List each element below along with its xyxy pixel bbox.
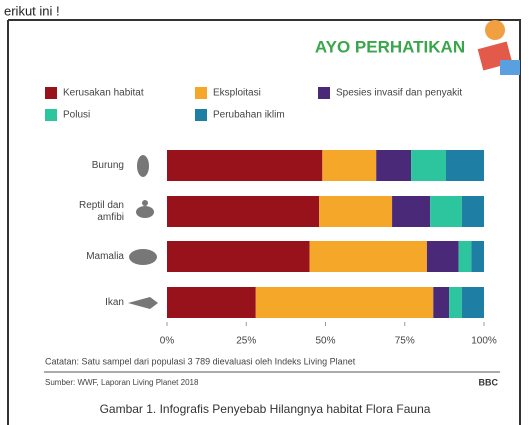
legend-label: Spesies invasif dan penyakit [336, 88, 462, 99]
bar-segment [411, 150, 446, 181]
bar-segment [319, 196, 393, 227]
source: Sumber: WWF, Laporan Living Planet 2018 [45, 378, 199, 387]
legend-label: Eksploitasi [213, 88, 261, 99]
bar-segment [309, 241, 427, 272]
bar-segment [392, 196, 431, 227]
bar-segment [458, 241, 472, 272]
bar-segment [471, 241, 484, 272]
category-label: Burung [91, 159, 124, 171]
animal-icons [128, 155, 158, 309]
legend-swatch [318, 87, 330, 99]
bar-segment [461, 196, 484, 227]
decoration [477, 20, 520, 75]
category-label: Reptil dan amfibi [78, 199, 124, 223]
category-label: Mamalia [86, 250, 124, 262]
legend-swatch [195, 87, 207, 99]
bar-segment [430, 196, 462, 227]
legend-label: Perubahan iklim [213, 110, 285, 121]
bar-segment [376, 150, 412, 181]
bar-segment [322, 150, 377, 181]
category-label: Ikan [105, 296, 124, 308]
legend-swatch [45, 109, 57, 121]
x-tick-label: 0% [160, 336, 175, 347]
bar-segment [449, 287, 462, 318]
bar-segment [433, 287, 450, 318]
banner-title: AYO PERHATIKAN [315, 37, 465, 56]
legend-swatch [45, 87, 57, 99]
bar-segment [167, 150, 323, 181]
x-tick-label: 50% [315, 336, 335, 347]
bar-segment [461, 287, 484, 318]
x-tick-label: 100% [471, 336, 497, 347]
bar-segment [426, 241, 459, 272]
caption: Gambar 1. Infografis Penyebab Hilangnya … [100, 402, 431, 416]
legend-label: Kerusakan habitat [63, 88, 144, 99]
bar-segment [255, 287, 434, 318]
note: Catatan: Satu sampel dari populasi 3 789… [45, 356, 356, 366]
bar-segment [445, 150, 484, 181]
intro-text: erikut ini ! [4, 3, 60, 18]
legend-swatch [195, 109, 207, 121]
logo: BBC [479, 377, 499, 387]
x-tick-label: 75% [395, 336, 415, 347]
bar-segment [167, 241, 310, 272]
bar-segment [167, 287, 256, 318]
x-tick-label: 25% [236, 336, 256, 347]
frame [7, 19, 521, 425]
bar-segment [167, 196, 320, 227]
legend-label: Polusi [63, 110, 90, 121]
